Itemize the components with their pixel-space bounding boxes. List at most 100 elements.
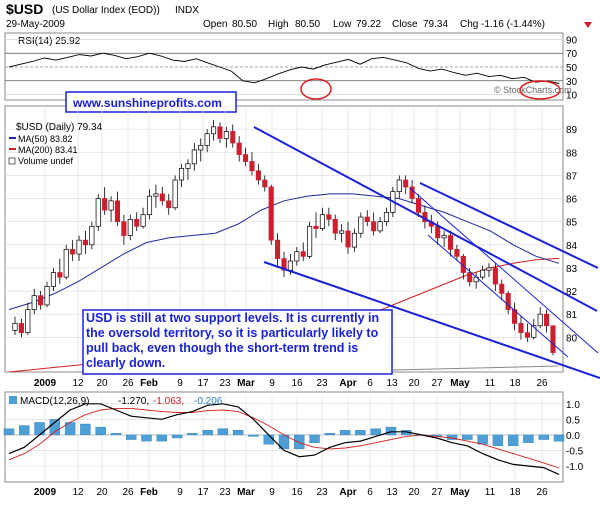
macd-hist-bar xyxy=(263,434,274,445)
candle-body xyxy=(479,269,486,278)
macd-hist-bar xyxy=(294,434,305,450)
x-axis-label: Apr xyxy=(339,378,356,389)
candle-body xyxy=(486,267,492,271)
candle-body xyxy=(383,212,390,223)
macd-hist-bar xyxy=(523,434,534,443)
candle-body xyxy=(31,295,37,310)
price-tick-label: 89 xyxy=(566,125,578,136)
price-tick-label: 85 xyxy=(566,218,578,229)
price-tick-label: 88 xyxy=(566,148,578,159)
candle-body xyxy=(127,218,133,236)
rsi-tick-label: 10 xyxy=(566,91,578,102)
candle-body xyxy=(403,179,409,188)
candle-body xyxy=(217,126,223,139)
candle-body xyxy=(332,218,338,234)
x-axis-label: 20 xyxy=(408,487,420,498)
x-axis-label: 13 xyxy=(386,378,398,389)
macd-tick-label: 0.5 xyxy=(566,415,580,426)
macd-hist-bar xyxy=(248,434,259,437)
macd-hist-bar xyxy=(538,434,549,440)
x-axis-label: 2009 xyxy=(34,487,57,498)
candle-body xyxy=(210,126,217,135)
candlesticks xyxy=(12,119,556,356)
x-axis-label: 9 xyxy=(269,378,275,389)
chart-description: (US Dollar Index (EOD)) xyxy=(52,5,160,16)
rsi-tick-label: 30 xyxy=(566,77,578,88)
candle-body xyxy=(18,323,24,334)
candle-body xyxy=(518,323,524,334)
macd-tick-labels: 1.0 0.5 0.0 -0.5 -1.0 xyxy=(566,400,584,473)
macd-hist-bar xyxy=(477,434,488,445)
macd-hist-bar xyxy=(232,430,244,436)
candle-body xyxy=(108,200,114,211)
candle-body xyxy=(319,214,325,229)
candle-body xyxy=(447,235,454,250)
candle-body xyxy=(409,186,415,199)
x-axis-label: 26 xyxy=(122,378,134,389)
macd-hist-bar xyxy=(309,434,320,443)
x-axis-label: Feb xyxy=(140,487,158,498)
support-line-grey xyxy=(392,365,559,371)
low-value: 79.22 xyxy=(356,19,381,30)
rsi-tick-labels: 90 70 50 30 10 xyxy=(566,35,578,101)
candle-body xyxy=(153,193,159,197)
x-axis-label: 6 xyxy=(367,487,373,498)
ma50-line xyxy=(8,193,560,310)
candle-body xyxy=(172,179,178,209)
high-label: High xyxy=(268,19,289,30)
x-axis-label: 17 xyxy=(197,487,209,498)
chart-date: 29-May-2009 xyxy=(6,19,65,30)
x-axis-label: May xyxy=(450,487,470,498)
price-x-axis-labels: 2009 12 20 26 Feb 9 17 23 Mar 9 16 23 Apr 6 13 20 27 May 1… xyxy=(34,378,548,389)
candle-body xyxy=(121,221,127,236)
annotation-box xyxy=(82,309,393,375)
macd-hist-bar xyxy=(110,433,122,436)
x-axis-label: 26 xyxy=(536,487,548,498)
x-axis-label: 23 xyxy=(219,487,231,498)
rsi-oversold-circle-2 xyxy=(519,80,561,100)
macd-hist-bar xyxy=(156,434,167,442)
candle-body xyxy=(377,221,383,232)
rsi-label: RSI(14) 25.92 xyxy=(18,36,81,47)
macd-hist-bar xyxy=(507,434,519,446)
candle-body xyxy=(492,267,498,285)
candle-body xyxy=(198,144,204,151)
candle-body xyxy=(89,225,95,246)
website-text: www.sunshineprofits.com xyxy=(72,96,222,110)
macd-legend-swatch xyxy=(9,396,17,404)
x-axis-label: 16 xyxy=(291,378,303,389)
candle-body xyxy=(236,142,242,155)
macd-hist-bar xyxy=(385,426,397,436)
candle-body xyxy=(95,198,101,227)
candle-body xyxy=(358,216,364,234)
x-axis-label: 20 xyxy=(96,487,108,498)
candle-body xyxy=(12,323,18,331)
candle-body xyxy=(499,283,505,294)
macd-hist-bar xyxy=(370,428,381,436)
x-axis-label: Apr xyxy=(339,487,356,498)
candle-body xyxy=(454,249,460,257)
candle-body xyxy=(146,195,153,216)
open-value: 80.50 xyxy=(232,19,257,30)
candle-body xyxy=(178,168,185,181)
candle-body xyxy=(255,170,261,181)
ma200-legend-swatch xyxy=(9,148,16,150)
macd-signal-line xyxy=(8,407,560,469)
candle-body xyxy=(345,230,351,248)
website-box xyxy=(65,91,237,113)
x-axis-label: 2009 xyxy=(34,378,57,389)
candle-body xyxy=(351,232,358,248)
candle-body xyxy=(435,225,441,239)
x-axis-label: 27 xyxy=(431,378,443,389)
x-axis-label: 12 xyxy=(72,378,84,389)
candle-body xyxy=(524,332,530,338)
chart-symbol: $USD xyxy=(6,1,43,17)
macd-hist-bar xyxy=(462,434,473,440)
macd-histogram xyxy=(3,419,565,450)
x-axis-label: Mar xyxy=(237,378,255,389)
rsi-panel-frame xyxy=(4,32,564,101)
candle-body xyxy=(544,313,550,327)
rsi-tick-label: 50 xyxy=(566,63,578,74)
candle-body xyxy=(230,131,236,144)
macd-tick-label: 1.0 xyxy=(566,400,580,411)
